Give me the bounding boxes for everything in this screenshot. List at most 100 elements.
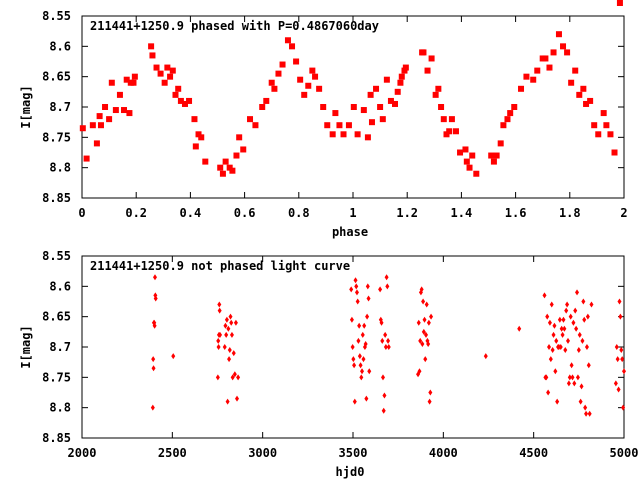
y-tick-label: 8.85 xyxy=(42,431,71,445)
data-point xyxy=(226,164,233,171)
data-point xyxy=(284,37,291,44)
x-tick-label: 2 xyxy=(620,206,627,220)
data-point xyxy=(355,298,360,305)
data-point xyxy=(432,91,439,98)
data-point xyxy=(177,97,184,104)
data-point xyxy=(614,344,619,350)
data-point xyxy=(557,316,562,323)
data-point xyxy=(386,344,391,350)
data-point xyxy=(222,344,227,350)
data-point xyxy=(421,298,426,305)
unphased-x-axis-label: hjd0 xyxy=(336,465,365,479)
data-point xyxy=(354,131,361,138)
data-point xyxy=(523,73,530,80)
data-point xyxy=(351,356,356,363)
data-point xyxy=(483,353,488,360)
data-point xyxy=(386,337,391,344)
x-tick-label: 0.4 xyxy=(180,206,202,220)
data-point xyxy=(545,313,550,320)
data-point xyxy=(360,331,365,338)
data-point xyxy=(89,122,96,129)
data-point xyxy=(419,286,424,293)
data-point xyxy=(217,301,222,308)
data-point xyxy=(560,43,567,50)
data-point xyxy=(418,337,423,344)
data-point xyxy=(130,79,137,86)
data-point xyxy=(149,52,156,59)
data-point xyxy=(226,325,231,332)
data-point xyxy=(576,91,583,98)
x-tick-label: 0 xyxy=(78,206,85,220)
data-point xyxy=(427,398,432,405)
data-point xyxy=(382,392,387,399)
data-point xyxy=(360,368,365,375)
data-point xyxy=(362,322,367,329)
data-point xyxy=(384,274,389,281)
data-point xyxy=(289,43,296,50)
y-tick-label: 8.8 xyxy=(49,401,71,415)
data-point xyxy=(219,170,226,177)
data-point xyxy=(247,116,254,123)
data-point xyxy=(542,55,549,62)
y-tick-label: 8.65 xyxy=(42,310,71,324)
data-point xyxy=(121,107,128,114)
data-point xyxy=(600,110,607,117)
data-point xyxy=(79,125,86,132)
data-point xyxy=(223,322,228,329)
data-point xyxy=(297,76,304,83)
data-point xyxy=(217,164,224,171)
data-point xyxy=(463,158,470,165)
data-point xyxy=(172,91,179,98)
data-point xyxy=(423,331,428,338)
data-point xyxy=(191,116,198,123)
phased-chart: 211441+1250.9 phased with P=0.4867060day… xyxy=(19,0,628,239)
data-point xyxy=(354,283,359,290)
data-point xyxy=(426,340,431,347)
data-point xyxy=(169,67,176,74)
phased-y-axis-label: I[mag] xyxy=(19,85,33,128)
data-point xyxy=(186,97,193,104)
data-point xyxy=(293,58,300,65)
data-point xyxy=(225,398,230,405)
data-point xyxy=(555,398,560,405)
data-point xyxy=(224,331,229,338)
data-point xyxy=(469,152,476,159)
data-point xyxy=(123,76,130,83)
x-tick-label: 5000 xyxy=(610,446,639,460)
data-point xyxy=(423,356,428,363)
data-point xyxy=(367,91,374,98)
data-point xyxy=(448,116,455,123)
data-point xyxy=(152,322,157,329)
data-point xyxy=(550,347,555,354)
data-point xyxy=(215,374,220,381)
data-point xyxy=(563,347,568,354)
data-point xyxy=(377,104,384,110)
data-point xyxy=(96,113,103,120)
data-point xyxy=(589,301,594,308)
phased-axes: 0 0.2 0.4 0.6 0.8 1 1.2 1.4 1.6 1.8 2 8.55 8.6 8.65 8.… xyxy=(42,9,628,220)
data-point xyxy=(564,307,569,314)
data-point xyxy=(569,362,574,369)
unphased-data-points xyxy=(150,274,626,417)
data-point xyxy=(424,67,431,74)
data-point xyxy=(312,73,319,80)
data-point xyxy=(617,298,622,305)
data-point xyxy=(394,88,401,95)
data-point xyxy=(616,0,623,6)
data-point xyxy=(542,292,547,299)
data-point xyxy=(151,356,156,363)
data-point xyxy=(357,322,362,329)
y-tick-label: 8.8 xyxy=(49,161,71,175)
data-point xyxy=(421,328,426,335)
x-tick-label: 1.6 xyxy=(505,206,527,220)
data-point xyxy=(164,64,171,71)
data-point xyxy=(353,277,358,284)
data-point xyxy=(364,134,371,141)
data-point xyxy=(198,134,205,141)
data-point xyxy=(452,128,459,135)
unphased-axes: 2000 2500 3000 3500 4000 4500 5000 8.55 8.6 8.65 8… xyxy=(42,249,638,460)
data-point xyxy=(534,67,541,74)
data-point xyxy=(580,337,585,344)
data-point xyxy=(275,70,282,77)
data-point xyxy=(488,152,495,159)
